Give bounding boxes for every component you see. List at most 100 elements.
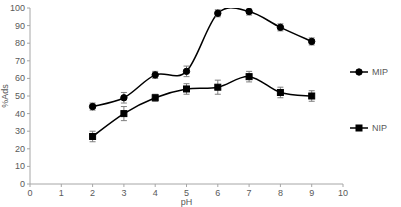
x-tick-label: 4: [153, 188, 158, 198]
error-cap: [309, 90, 315, 91]
data-point: [246, 74, 252, 80]
x-tick: [30, 184, 31, 187]
x-tick: [155, 184, 156, 187]
y-tick-label: 0: [20, 179, 25, 189]
y-tick: [27, 113, 30, 114]
chart: 0102030405060708090100012345678910pH%Ads…: [0, 0, 401, 207]
x-tick-label: 3: [121, 188, 126, 198]
data-point: [183, 68, 189, 74]
error-cap: [309, 101, 315, 102]
legend-label: MIP: [372, 67, 388, 77]
data-point: [152, 72, 158, 78]
data-point: [277, 89, 283, 95]
x-tick-label: 9: [309, 188, 314, 198]
x-tick: [280, 184, 281, 187]
legend-label: NIP: [372, 123, 387, 133]
x-tick-label: 6: [215, 188, 220, 198]
data-point: [246, 8, 252, 14]
x-tick-label: 1: [59, 188, 64, 198]
error-bar: [215, 80, 221, 94]
y-tick: [27, 131, 30, 132]
y-tick-label: 10: [15, 161, 25, 171]
x-tick: [61, 184, 62, 187]
error-bar: [121, 92, 127, 103]
y-tick: [27, 148, 30, 149]
legend-marker: [356, 69, 362, 75]
error-bar: [90, 131, 96, 142]
error-cap: [246, 81, 252, 82]
error-cap: [277, 87, 283, 88]
series-line: [93, 77, 312, 137]
x-tick-label: 2: [90, 188, 95, 198]
error-bar: [309, 38, 315, 45]
error-cap: [246, 71, 252, 72]
x-tick-label: 8: [278, 188, 283, 198]
error-bar: [277, 87, 283, 98]
y-tick-label: 100: [10, 3, 25, 13]
plot-area: [89, 8, 315, 142]
error-cap: [121, 103, 127, 104]
legend: MIP NIP: [350, 67, 388, 133]
error-bar: [277, 24, 283, 31]
error-cap: [121, 92, 127, 93]
y-tick: [27, 60, 30, 61]
x-tick: [343, 184, 344, 187]
error-cap: [184, 94, 190, 95]
data-point: [89, 103, 95, 109]
x-tick-label: 0: [27, 188, 32, 198]
data-point: [215, 10, 221, 16]
y-tick: [27, 166, 30, 167]
series-line: [93, 8, 312, 107]
error-cap: [121, 120, 127, 121]
x-tick: [186, 184, 187, 187]
x-tick-label: 10: [338, 188, 348, 198]
error-cap: [90, 131, 96, 132]
x-tick: [311, 184, 312, 187]
y-tick: [27, 25, 30, 26]
legend-marker: [356, 125, 362, 131]
x-axis-label: pH: [181, 197, 193, 207]
x-tick: [217, 184, 218, 187]
error-bar: [309, 91, 315, 102]
y-tick-label: 80: [15, 38, 25, 48]
y-tick-label: 50: [15, 91, 25, 101]
data-point: [277, 24, 283, 30]
error-cap: [184, 76, 190, 77]
error-bar: [246, 8, 252, 15]
y-tick-label: 30: [15, 126, 25, 136]
data-point: [152, 95, 158, 101]
y-tick-label: 20: [15, 144, 25, 154]
x-tick: [92, 184, 93, 187]
error-bar: [152, 94, 158, 101]
error-cap: [121, 106, 127, 107]
error-cap: [184, 66, 190, 67]
error-cap: [277, 97, 283, 98]
data-point: [309, 93, 315, 99]
error-bar: [152, 71, 158, 78]
error-cap: [184, 83, 190, 84]
error-bar: [215, 10, 221, 17]
error-cap: [90, 141, 96, 142]
y-tick: [27, 96, 30, 97]
y-tick: [27, 8, 30, 9]
error-cap: [215, 94, 221, 95]
y-tick: [27, 43, 30, 44]
y-tick-label: 60: [15, 73, 25, 83]
data-point: [121, 111, 127, 117]
data-point: [184, 86, 190, 92]
error-bar: [184, 84, 190, 95]
error-bar: [184, 66, 190, 77]
error-bar: [121, 107, 127, 121]
y-axis-label: %Ads: [0, 84, 10, 108]
error-cap: [215, 80, 221, 81]
y-tick-label: 70: [15, 56, 25, 66]
error-bar: [90, 103, 96, 110]
data-point: [121, 95, 127, 101]
error-bar: [246, 71, 252, 82]
x-tick: [123, 184, 124, 187]
y-tick-label: 40: [15, 109, 25, 119]
x-tick: [249, 184, 250, 187]
data-point: [215, 84, 221, 90]
y-tick-label: 90: [15, 21, 25, 31]
y-tick: [27, 78, 30, 79]
